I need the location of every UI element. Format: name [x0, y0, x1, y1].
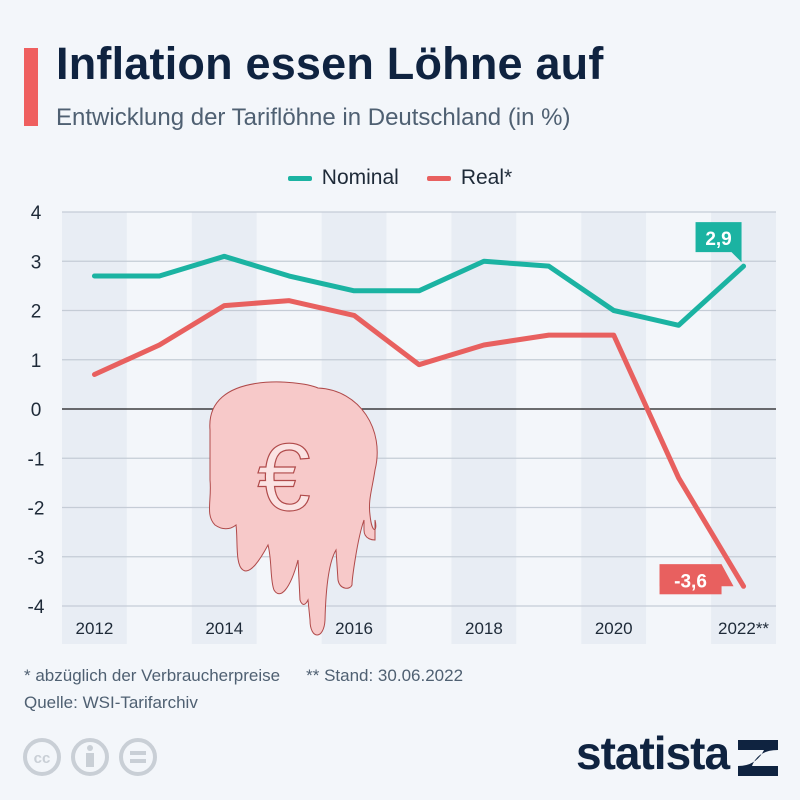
- legend-label-nominal: Nominal: [321, 166, 399, 189]
- statista-logo[interactable]: statista: [576, 727, 730, 779]
- x-tick-label: 2018: [465, 619, 503, 638]
- y-tick-label: -3: [28, 548, 45, 569]
- y-tick-label: 4: [31, 203, 42, 224]
- source: Quelle: WSI-Tarifarchiv: [24, 693, 198, 712]
- legend-item-real: Real*: [426, 166, 513, 190]
- footnotes: * abzüglich der Verbraucherpreise ** Stan…: [24, 662, 489, 716]
- legend: Nominal Real*: [0, 166, 800, 190]
- column-band: [581, 212, 647, 644]
- statista-logo-icon: [738, 740, 778, 776]
- title-accent-bar: [24, 48, 38, 126]
- x-tick-label: 2020: [595, 619, 633, 638]
- footnote-real: * abzüglich der Verbraucherpreise: [24, 666, 281, 685]
- x-tick-label: 2022**: [718, 619, 769, 638]
- y-tick-label: -4: [28, 597, 45, 618]
- x-tick-label: 2016: [335, 619, 373, 638]
- melting-euro-icon: €: [209, 381, 378, 636]
- y-tick-label: 0: [31, 400, 42, 421]
- column-band: [451, 212, 517, 644]
- by-icon[interactable]: [71, 738, 109, 776]
- footnote-date: ** Stand: 30.06.2022: [306, 666, 464, 685]
- nd-icon[interactable]: [119, 738, 157, 776]
- license-icons[interactable]: cc: [22, 735, 162, 779]
- y-tick-label: 3: [31, 252, 42, 273]
- end-label-box-nominal: [695, 222, 742, 263]
- x-tick-label: 2012: [76, 619, 114, 638]
- page-title: Inflation essen Löhne auf: [56, 38, 604, 89]
- svg-text:cc: cc: [34, 750, 51, 767]
- column-band: [516, 212, 582, 644]
- column-band: [126, 212, 192, 644]
- legend-label-real: Real*: [460, 166, 513, 189]
- column-band: [62, 212, 127, 644]
- cc-icon[interactable]: [23, 738, 61, 776]
- svg-text:€: €: [257, 424, 310, 531]
- column-band: [386, 212, 452, 644]
- x-tick-label: 2014: [205, 619, 243, 638]
- legend-swatch-nominal: [287, 175, 312, 181]
- y-tick-label: 1: [31, 351, 42, 372]
- legend-swatch-real: [426, 175, 451, 181]
- end-label-nominal: 2,9: [705, 229, 731, 250]
- end-label-real: -3,6: [674, 571, 707, 592]
- y-tick-label: -1: [28, 449, 45, 470]
- y-tick-label: 2: [31, 302, 42, 323]
- legend-item-nominal: Nominal: [287, 166, 399, 190]
- y-tick-label: -2: [28, 499, 45, 520]
- end-label-box-real-body: [659, 564, 722, 595]
- page-subtitle: Entwicklung der Tariflöhne in Deutschlan…: [56, 104, 571, 131]
